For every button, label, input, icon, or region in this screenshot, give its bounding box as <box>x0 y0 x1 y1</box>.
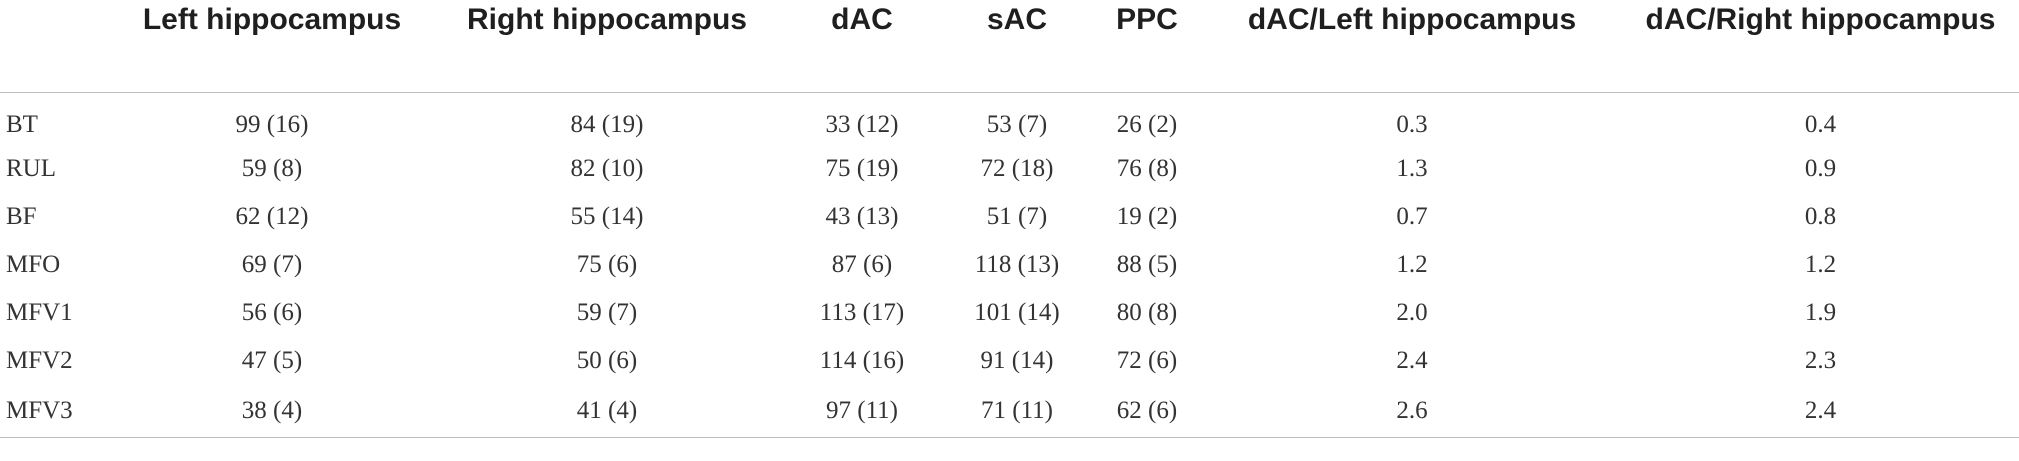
table-cell: 114 (16) <box>819 347 905 374</box>
table-cell: 59 (8) <box>241 155 303 182</box>
table-cell: 0.7 <box>1396 203 1428 230</box>
table-cell: 56 (6) <box>241 299 303 326</box>
table-cell: 87 (6) <box>831 251 893 278</box>
table-cell: 0.8 <box>1804 203 1837 230</box>
table-cell: 80 (8) <box>1116 299 1178 326</box>
table-cell: 2.6 <box>1202 385 1622 438</box>
row-label: MFV3 <box>0 385 112 438</box>
table-cell: 47 (5) <box>241 347 303 374</box>
table-cell: 75 (6) <box>576 251 638 278</box>
header-cell-row-label <box>0 0 112 93</box>
table-cell: 62 (12) <box>235 203 309 230</box>
table-cell: 0.3 <box>1396 111 1428 138</box>
table-cell: 76 (8) <box>1116 155 1178 182</box>
table-row: MFV1 56 (6) 59 (7) 113 (17) 101 (14) 80 … <box>0 289 2019 337</box>
table-cell: 43 (13) <box>825 203 899 230</box>
header-cell-right-hippocampus: Right hippocampus <box>432 0 782 93</box>
table-cell: 0.4 <box>1804 111 1837 138</box>
row-label: MFO <box>6 251 61 278</box>
results-table: Left hippocampus Right hippocampus dAC s… <box>0 0 2019 438</box>
table-cell: 72 (6) <box>1116 347 1178 374</box>
table-cell: 41 (4) <box>432 385 782 438</box>
table-row: MFO 69 (7) 75 (6) 87 (6) 118 (13) 88 (5)… <box>0 241 2019 289</box>
header-cell-ppc: PPC <box>1092 0 1202 93</box>
table-cell: 62 (6) <box>1092 385 1202 438</box>
table-cell: 26 (2) <box>1116 111 1178 138</box>
table-row: BT 99 (16) 84 (19) 33 (12) 53 (7) 26 (2)… <box>0 93 2019 146</box>
header-cell-dac: dAC <box>782 0 942 93</box>
header-cell-sac: sAC <box>942 0 1092 93</box>
table-cell: 101 (14) <box>974 299 1060 326</box>
table-cell: 1.2 <box>1396 251 1428 278</box>
table-cell: 2.4 <box>1396 347 1428 374</box>
table-cell: 51 (7) <box>986 203 1048 230</box>
row-label: BF <box>6 203 37 230</box>
table-cell: 55 (14) <box>570 203 644 230</box>
table-cell: 50 (6) <box>576 347 638 374</box>
table-cell: 113 (17) <box>819 299 905 326</box>
header-row: Left hippocampus Right hippocampus dAC s… <box>0 0 2019 93</box>
table-cell: 2.3 <box>1804 347 1837 374</box>
table-cell: 82 (10) <box>570 155 644 182</box>
table-cell: 91 (14) <box>980 347 1054 374</box>
table-cell: 75 (19) <box>825 155 899 182</box>
table-row: BF 62 (12) 55 (14) 43 (13) 51 (7) 19 (2)… <box>0 193 2019 241</box>
table-cell: 2.4 <box>1622 385 2019 438</box>
table-cell: 72 (18) <box>980 155 1054 182</box>
table-cell: 71 (11) <box>942 385 1092 438</box>
table-cell: 33 (12) <box>825 111 899 138</box>
row-label: MFV1 <box>6 299 73 326</box>
table-cell: 1.2 <box>1804 251 1837 278</box>
row-label: BT <box>6 111 38 138</box>
table-row: MFV3 38 (4) 41 (4) 97 (11) 71 (11) 62 (6… <box>0 385 2019 438</box>
table-cell: 0.9 <box>1804 155 1837 182</box>
table-cell: 38 (4) <box>112 385 432 438</box>
table-cell: 19 (2) <box>1116 203 1178 230</box>
table-row: MFV2 47 (5) 50 (6) 114 (16) 91 (14) 72 (… <box>0 337 2019 385</box>
table-cell: 2.0 <box>1396 299 1428 326</box>
table-cell: 118 (13) <box>974 251 1060 278</box>
table-cell: 69 (7) <box>241 251 303 278</box>
header-cell-left-hippocampus: Left hippocampus <box>112 0 432 93</box>
table-cell: 99 (16) <box>235 111 309 138</box>
table-cell: 97 (11) <box>782 385 942 438</box>
row-label: MFV2 <box>6 347 73 374</box>
header-cell-dac-left-ratio: dAC/Left hippocampus <box>1202 0 1622 93</box>
table-row: RUL 59 (8) 82 (10) 75 (19) 72 (18) 76 (8… <box>0 145 2019 193</box>
table-cell: 84 (19) <box>570 111 644 138</box>
table-cell: 59 (7) <box>576 299 638 326</box>
table-cell: 1.3 <box>1396 155 1428 182</box>
table-cell: 53 (7) <box>986 111 1048 138</box>
table-cell: 88 (5) <box>1116 251 1178 278</box>
table-cell: 1.9 <box>1804 299 1837 326</box>
header-cell-dac-right-ratio: dAC/Right hippocampus <box>1622 0 2019 93</box>
row-label: RUL <box>6 155 56 182</box>
